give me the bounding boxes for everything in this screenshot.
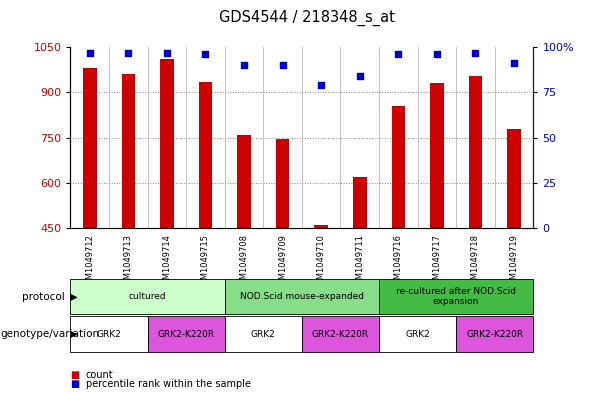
Text: count: count: [86, 370, 113, 380]
Bar: [430, 83, 444, 228]
Text: protocol: protocol: [21, 292, 64, 302]
Text: GRK2-K220R: GRK2-K220R: [466, 330, 524, 338]
Text: GDS4544 / 218348_s_at: GDS4544 / 218348_s_at: [219, 10, 394, 26]
Bar: [276, 139, 289, 228]
Point: [394, 51, 403, 57]
Text: re-cultured after NOD.Scid
expansion: re-cultured after NOD.Scid expansion: [396, 287, 516, 307]
Bar: [392, 106, 405, 228]
Bar: [160, 59, 173, 228]
Text: cultured: cultured: [129, 292, 167, 301]
Text: ■: ■: [70, 379, 80, 389]
Point: [316, 82, 326, 88]
Text: GRK2: GRK2: [251, 330, 276, 338]
Text: ▶: ▶: [67, 329, 78, 339]
Bar: [353, 177, 367, 228]
Point: [123, 50, 133, 56]
Point: [278, 62, 287, 68]
Bar: [469, 76, 482, 228]
Text: percentile rank within the sample: percentile rank within the sample: [86, 379, 251, 389]
Bar: [314, 225, 328, 228]
Point: [239, 62, 249, 68]
Point: [432, 51, 442, 57]
Text: GRK2-K220R: GRK2-K220R: [158, 330, 215, 338]
Point: [85, 50, 94, 56]
Bar: [237, 134, 251, 228]
Text: ■: ■: [70, 370, 80, 380]
Text: ▶: ▶: [67, 292, 78, 302]
Bar: [199, 82, 212, 228]
Point: [355, 73, 365, 79]
Bar: [508, 129, 521, 228]
Point: [162, 50, 172, 56]
Text: genotype/variation: genotype/variation: [0, 329, 99, 339]
Point: [200, 51, 210, 57]
Text: GRK2: GRK2: [97, 330, 121, 338]
Bar: [83, 68, 96, 228]
Text: NOD.Scid mouse-expanded: NOD.Scid mouse-expanded: [240, 292, 364, 301]
Text: GRK2: GRK2: [405, 330, 430, 338]
Point: [509, 60, 519, 66]
Bar: [121, 74, 135, 228]
Point: [471, 50, 481, 56]
Text: GRK2-K220R: GRK2-K220R: [312, 330, 369, 338]
